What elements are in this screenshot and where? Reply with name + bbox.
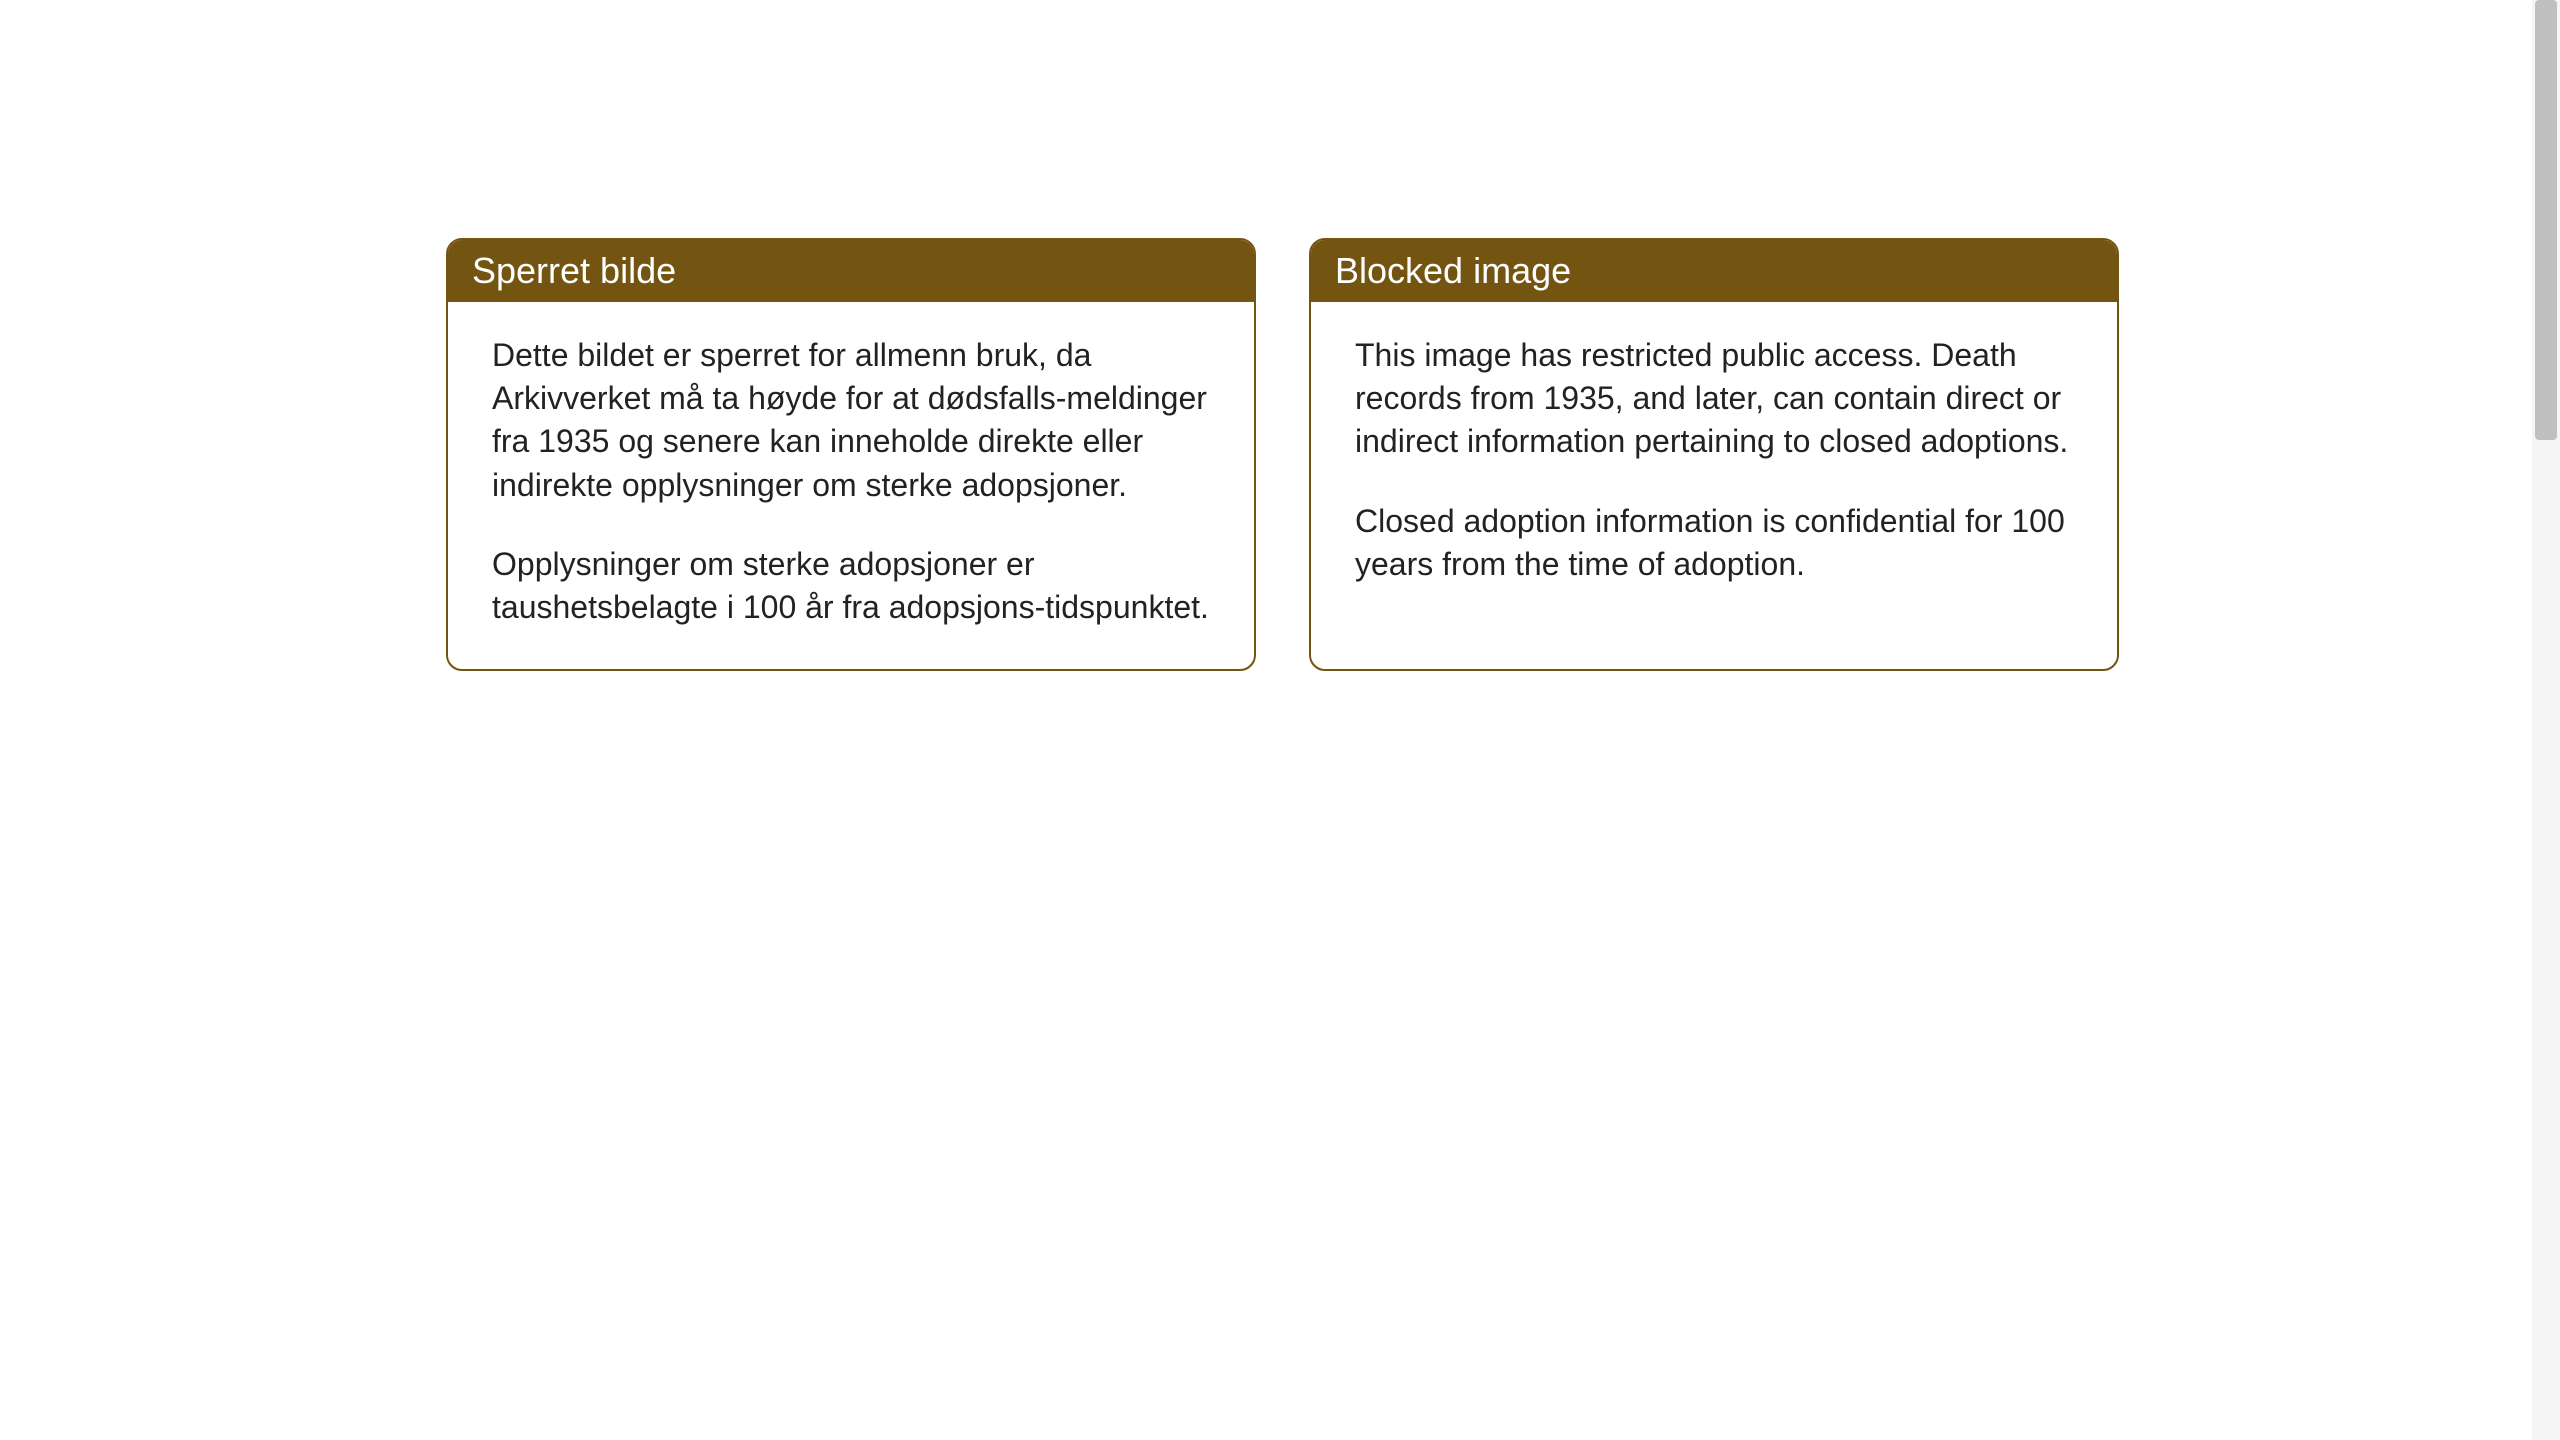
notice-cards-container: Sperret bilde Dette bildet er sperret fo… — [446, 238, 2119, 671]
card-paragraph-2-english: Closed adoption information is confident… — [1355, 500, 2073, 586]
card-body-english: This image has restricted public access.… — [1311, 302, 2117, 626]
card-header-norwegian: Sperret bilde — [448, 240, 1254, 302]
notice-card-norwegian: Sperret bilde Dette bildet er sperret fo… — [446, 238, 1256, 671]
vertical-scrollbar-thumb[interactable] — [2535, 0, 2557, 440]
vertical-scrollbar-track[interactable] — [2532, 0, 2560, 1440]
notice-card-english: Blocked image This image has restricted … — [1309, 238, 2119, 671]
card-paragraph-2-norwegian: Opplysninger om sterke adopsjoner er tau… — [492, 543, 1210, 629]
card-header-english: Blocked image — [1311, 240, 2117, 302]
card-title-norwegian: Sperret bilde — [472, 250, 676, 291]
card-title-english: Blocked image — [1335, 250, 1571, 291]
card-paragraph-1-english: This image has restricted public access.… — [1355, 334, 2073, 464]
card-paragraph-1-norwegian: Dette bildet er sperret for allmenn bruk… — [492, 334, 1210, 507]
card-body-norwegian: Dette bildet er sperret for allmenn bruk… — [448, 302, 1254, 669]
